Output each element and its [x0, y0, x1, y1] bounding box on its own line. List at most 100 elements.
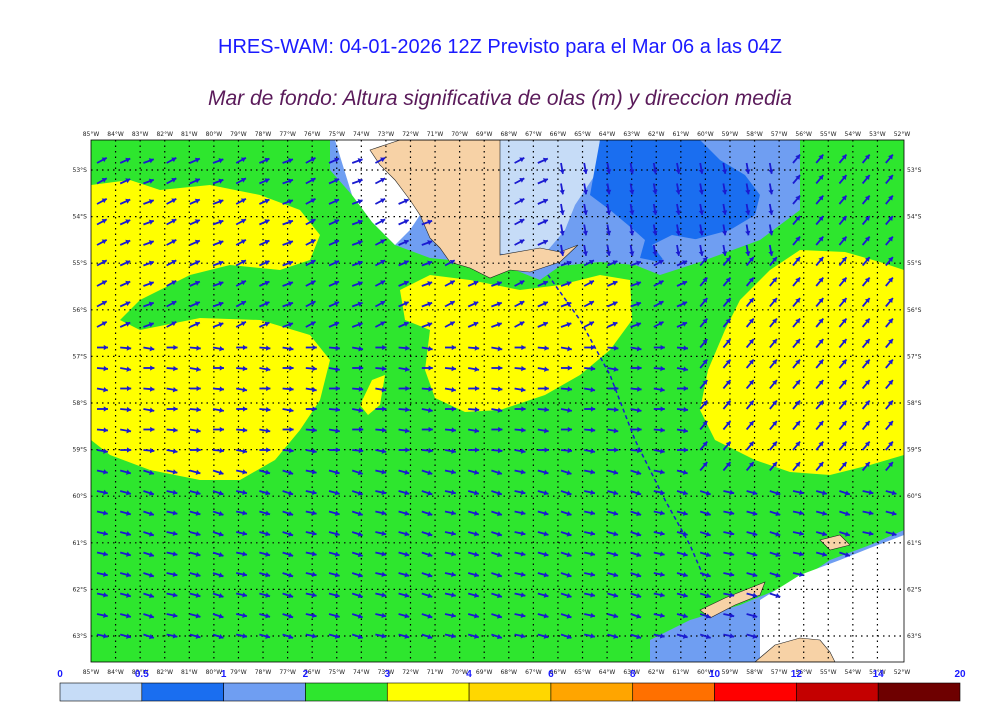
direction-arrowhead [474, 572, 479, 578]
direction-arrowhead [588, 300, 594, 306]
direction-arrowhead [428, 447, 433, 454]
direction-arrowhead [451, 551, 456, 557]
direction-arrowhead [288, 158, 293, 164]
direction-arrowhead [795, 154, 801, 160]
direction-arrowhead [768, 189, 774, 195]
direction-arrowhead [559, 189, 565, 195]
direction-arrowhead [818, 298, 824, 304]
direction-arrowhead [772, 400, 777, 406]
direction-arrowhead [519, 280, 525, 286]
direction-arrowhead [289, 447, 294, 454]
longitude-label: 71°W [427, 669, 444, 676]
direction-arrowhead [567, 426, 572, 433]
longitude-label: 52°W [894, 131, 911, 138]
direction-arrowhead [428, 407, 433, 413]
direction-arrowhead [310, 259, 316, 265]
direction-arrowhead [288, 301, 293, 307]
direction-arrowhead [264, 260, 270, 266]
direction-arrowhead [403, 280, 409, 286]
direction-arrowhead [404, 469, 410, 475]
direction-arrowhead [194, 301, 200, 307]
direction-arrowhead [542, 321, 548, 327]
direction-arrowhead [357, 531, 363, 537]
longitude-label: 54°W [845, 669, 862, 676]
direction-arrowhead [613, 428, 619, 434]
longitude-label: 73°W [378, 669, 395, 676]
direction-arrowhead [542, 198, 548, 204]
swell-0-0.5m-region [470, 140, 600, 255]
direction-arrowhead [335, 428, 340, 434]
direction-arrowhead [590, 469, 595, 475]
direction-arrowhead [240, 280, 246, 286]
direction-arrowhead [103, 633, 108, 639]
direction-arrowhead [868, 530, 874, 537]
direction-arrowhead [795, 175, 801, 181]
direction-arrowhead [264, 157, 270, 163]
direction-arrowhead [725, 441, 731, 447]
direction-arrowhead [636, 511, 642, 517]
direction-arrowhead [149, 613, 154, 619]
direction-arrowhead [404, 510, 410, 516]
direction-arrowhead [818, 462, 824, 468]
direction-arrowhead [888, 359, 893, 365]
direction-arrowhead [567, 407, 572, 413]
direction-arrowhead [795, 421, 801, 427]
latitude-label: 61°S [73, 540, 88, 547]
direction-arrowhead [218, 613, 224, 619]
direction-arrowhead [149, 572, 154, 578]
direction-arrowhead [725, 298, 731, 304]
direction-arrowhead [795, 195, 801, 201]
direction-arrowhead [451, 406, 456, 412]
direction-arrowhead [311, 469, 317, 475]
direction-arrowhead [334, 178, 340, 184]
direction-arrowhead [705, 572, 711, 578]
direction-arrowhead [125, 321, 131, 327]
direction-arrowhead [288, 531, 294, 537]
direction-arrowhead [637, 447, 642, 454]
direction-arrowhead [311, 612, 317, 619]
direction-arrowhead [864, 216, 870, 222]
direction-arrowhead [218, 531, 224, 537]
direction-arrowhead [474, 592, 479, 598]
direction-arrowhead [403, 260, 409, 266]
direction-arrowhead [725, 257, 731, 263]
direction-arrowhead [242, 387, 248, 393]
direction-arrowhead [427, 301, 433, 307]
direction-arrowhead [335, 366, 340, 372]
direction-arrowhead [288, 470, 294, 476]
direction-arrowhead [636, 552, 642, 558]
direction-arrowhead [682, 633, 688, 639]
colorbar-segment [714, 682, 797, 702]
direction-arrowhead [660, 365, 665, 372]
direction-arrowhead [795, 380, 801, 386]
direction-arrowhead [582, 251, 589, 256]
direction-arrowhead [148, 199, 154, 205]
direction-arrowhead [172, 612, 178, 619]
direction-arrowhead [311, 551, 317, 557]
direction-arrowhead [357, 301, 363, 307]
direction-arrowhead [427, 470, 433, 476]
direction-arrowhead [698, 230, 705, 236]
swell-3-4m-west [91, 180, 330, 480]
map-frame [90, 139, 905, 663]
direction-arrowhead [242, 571, 247, 578]
direction-arrowhead [289, 426, 294, 433]
direction-arrowhead [702, 257, 708, 263]
direction-arrowhead [194, 198, 200, 204]
direction-arrowhead [310, 239, 316, 245]
direction-arrowhead [289, 386, 294, 392]
direction-arrowhead [310, 177, 316, 183]
direction-arrowhead [427, 552, 433, 558]
direction-arrowhead [357, 240, 363, 246]
colorbar-tick-label: 6 [548, 669, 554, 680]
direction-arrowhead [652, 251, 658, 256]
direction-arrowhead [242, 592, 247, 598]
direction-arrowhead [218, 178, 224, 184]
direction-arrowhead [474, 531, 479, 537]
direction-arrowhead [126, 345, 132, 351]
direction-arrowhead [126, 447, 132, 453]
direction-arrowhead [629, 210, 635, 215]
direction-arrowhead [242, 448, 248, 454]
direction-arrowhead [841, 277, 847, 283]
direction-arrowhead [752, 531, 758, 537]
